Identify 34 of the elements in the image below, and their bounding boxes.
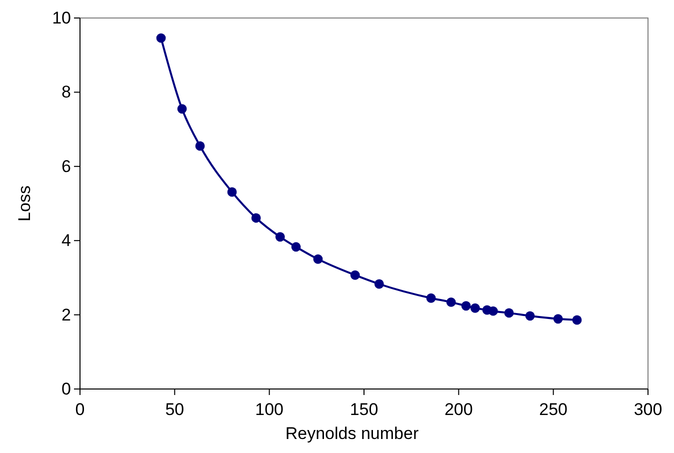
y-tick-label: 8 (62, 82, 71, 102)
x-tick-label: 250 (539, 400, 568, 419)
point (291, 242, 301, 252)
x-axis-title: Reynolds number (285, 424, 419, 443)
point (461, 301, 471, 311)
point (572, 315, 582, 325)
point (374, 279, 384, 289)
point (313, 254, 323, 264)
x-tick-label: 150 (350, 400, 378, 419)
x-tick-label: 50 (165, 400, 184, 419)
point (446, 297, 456, 307)
point (525, 311, 535, 321)
point (275, 232, 285, 242)
x-tick-label: 0 (75, 400, 85, 419)
point (177, 104, 187, 114)
y-tick-label: 0 (62, 379, 71, 398)
point (553, 314, 563, 324)
point (156, 33, 166, 43)
y-tick-label: 10 (52, 8, 71, 28)
x-tick-label: 100 (255, 400, 284, 419)
x-tick-label: 200 (444, 400, 473, 419)
point (470, 303, 480, 313)
point (426, 293, 436, 303)
y-tick-label: 4 (62, 231, 71, 250)
point (504, 308, 514, 318)
y-axis-title: Loss (15, 186, 34, 222)
point (251, 213, 261, 223)
point (488, 306, 498, 316)
y-tick-label: 6 (62, 156, 71, 176)
x-tick-label: 300 (634, 400, 662, 419)
y-tick-label: 2 (62, 305, 71, 324)
point (350, 270, 360, 280)
point (227, 187, 237, 197)
point (195, 141, 205, 151)
